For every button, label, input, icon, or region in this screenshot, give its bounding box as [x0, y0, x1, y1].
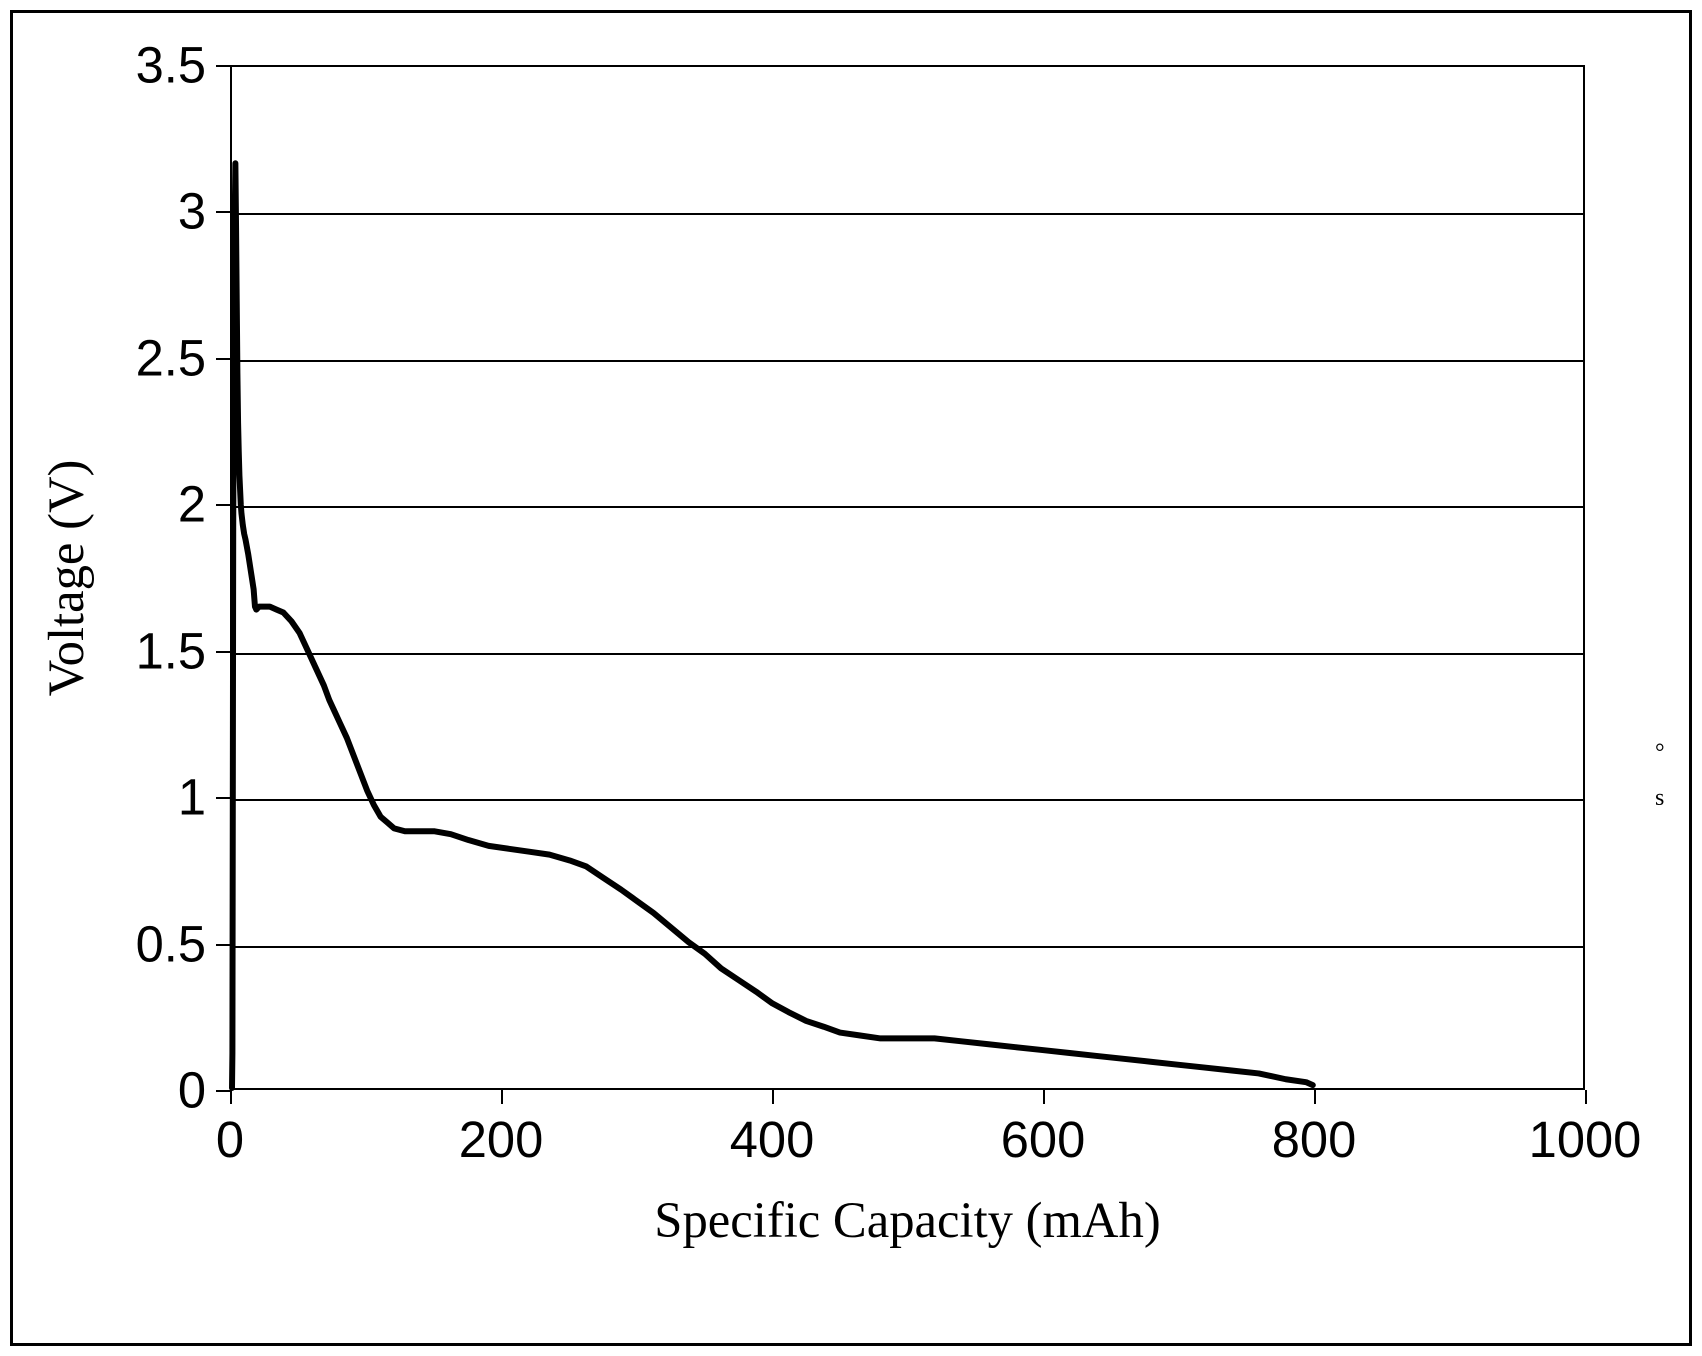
- y-tick: [216, 797, 230, 799]
- y-tick-label: 1.5: [136, 621, 206, 680]
- x-tick-label: 1000: [1529, 1110, 1642, 1169]
- stray-mark: °: [1655, 740, 1665, 767]
- x-tick: [772, 1090, 774, 1104]
- x-tick: [230, 1090, 232, 1104]
- x-tick: [1043, 1090, 1045, 1104]
- y-tick-label: 3: [178, 182, 206, 241]
- y-tick-label: 0.5: [136, 914, 206, 973]
- x-tick: [501, 1090, 503, 1104]
- x-tick: [1314, 1090, 1316, 1104]
- y-tick: [216, 65, 230, 67]
- y-axis-title: Voltage (V): [37, 459, 95, 696]
- y-tick-label: 1: [178, 768, 206, 827]
- chart: 0 0.5 1 1.5 2 2.5 3 3.5 0 200 400 600 800 1000 Specifi…: [0, 0, 1702, 1356]
- y-tick-label: 0: [178, 1061, 206, 1120]
- x-tick-label: 0: [216, 1110, 244, 1169]
- y-tick: [216, 358, 230, 360]
- y-tick: [216, 1090, 230, 1092]
- x-axis-title: Specific Capacity (mAh): [654, 1191, 1160, 1249]
- y-tick: [216, 944, 230, 946]
- y-tick: [216, 211, 230, 213]
- y-tick-label: 2: [178, 475, 206, 534]
- x-tick-label: 400: [730, 1110, 815, 1169]
- stray-mark: s: [1655, 785, 1664, 812]
- chart-svg: [232, 67, 1583, 1088]
- y-tick-label: 2.5: [136, 328, 206, 387]
- x-tick-label: 800: [1272, 1110, 1357, 1169]
- x-tick-label: 200: [459, 1110, 544, 1169]
- y-tick-label: 3.5: [136, 36, 206, 95]
- plot-area: [230, 65, 1585, 1090]
- y-tick: [216, 504, 230, 506]
- x-tick-label: 600: [1001, 1110, 1086, 1169]
- y-tick: [216, 651, 230, 653]
- discharge-curve: [232, 163, 1313, 1088]
- x-tick: [1585, 1090, 1587, 1104]
